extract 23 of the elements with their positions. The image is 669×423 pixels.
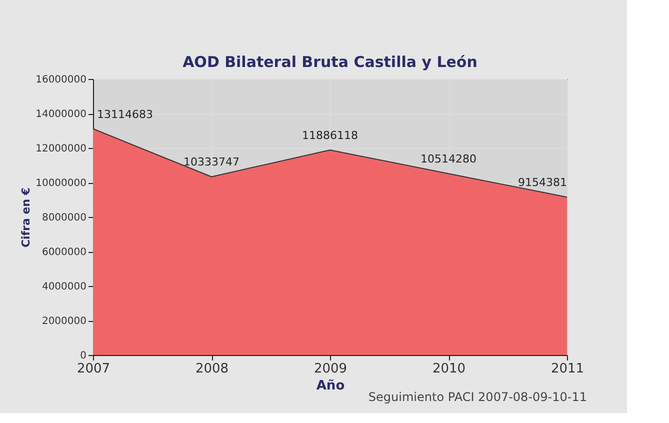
data-label: 13114683 — [97, 108, 153, 121]
data-label: 11886118 — [302, 128, 358, 142]
y-tick-label: 8000000 — [42, 212, 86, 224]
y-tick-label: 4000000 — [42, 282, 86, 292]
y-tick-label: 6000000 — [42, 247, 86, 258]
x-tick-label: 2007 — [76, 362, 110, 376]
x-tick-label: 2011 — [550, 362, 584, 376]
x-axis-title: Año — [316, 378, 345, 394]
x-tick-label: 2009 — [314, 362, 348, 376]
y-axis-title: Cifra en € — [20, 187, 33, 248]
y-tick-label: 2000000 — [42, 316, 86, 327]
data-label: 10333747 — [184, 156, 240, 169]
data-label: 10514280 — [420, 152, 476, 166]
chart-title: AOD Bilateral Bruta Castilla y León — [182, 53, 478, 71]
data-label: 9154381 — [518, 176, 567, 190]
text: Seguimiento PACI 2007-08-09-10-11 — [368, 390, 587, 404]
y-tick-label: 10000000 — [36, 178, 86, 189]
y-tick-label: 16000000 — [36, 74, 86, 86]
y-tick-label: 12000000 — [36, 144, 86, 154]
y-tick-label: 14000000 — [36, 109, 86, 120]
x-tick-label: 2010 — [432, 362, 466, 376]
y-tick-label: 0 — [80, 350, 86, 362]
x-tick-label: 2008 — [195, 362, 229, 376]
